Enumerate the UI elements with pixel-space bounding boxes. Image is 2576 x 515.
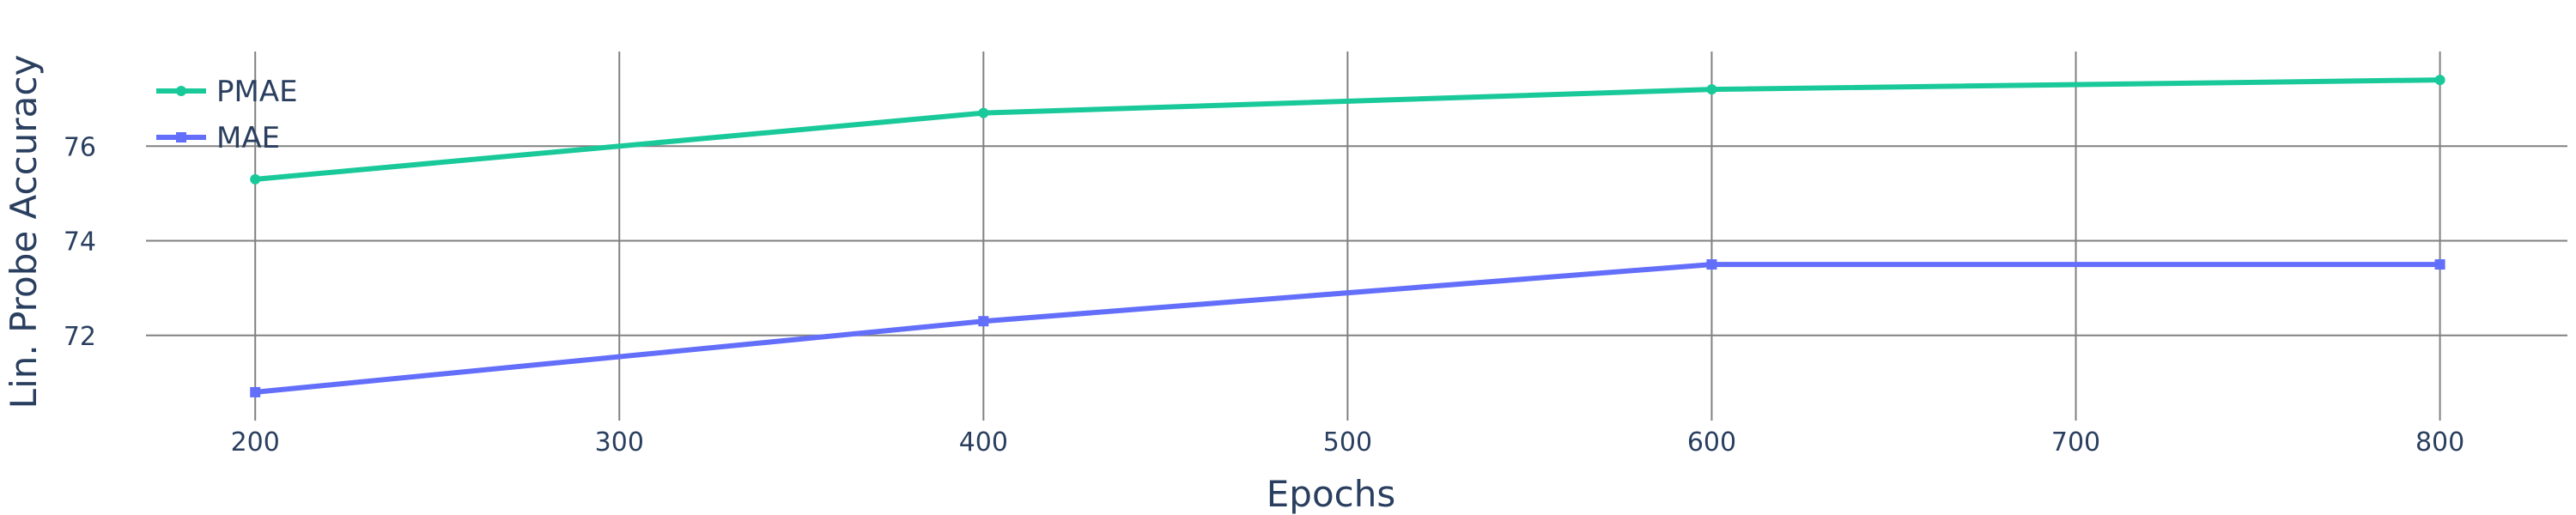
data-point xyxy=(1706,84,1717,95)
legend-label: MAE xyxy=(216,121,280,155)
x-tick-label: 700 xyxy=(2051,427,2100,457)
data-point xyxy=(250,173,261,185)
legend: PMAE MAE xyxy=(156,75,298,155)
legend-marker xyxy=(176,86,186,96)
legend-item-pmae: PMAE xyxy=(156,75,298,109)
y-tick-label: 76 xyxy=(64,132,96,162)
data-point xyxy=(978,107,989,118)
x-tick-label: 500 xyxy=(1323,427,1372,457)
y-axis-ticks: 72 74 76 xyxy=(64,132,96,352)
series-line xyxy=(254,77,2440,182)
series-mae xyxy=(250,259,2445,397)
x-tick-label: 200 xyxy=(231,427,280,457)
grid xyxy=(146,52,2567,421)
x-tick-label: 400 xyxy=(959,427,1008,457)
data-point xyxy=(978,316,989,327)
data-point xyxy=(2434,75,2445,86)
x-tick-label: 300 xyxy=(595,427,644,457)
x-tick-label: 800 xyxy=(2415,427,2464,457)
data-point xyxy=(2434,259,2445,270)
x-tick-label: 600 xyxy=(1687,427,1736,457)
x-axis-title: Epochs xyxy=(1267,473,1396,515)
legend-item-mae: MAE xyxy=(156,121,280,155)
series xyxy=(250,75,2445,397)
series-line xyxy=(254,262,2440,395)
data-point xyxy=(1706,259,1717,270)
data-point xyxy=(250,386,261,397)
y-tick-label: 72 xyxy=(64,322,96,352)
y-axis-title: Lin. Probe Accuracy xyxy=(3,55,45,409)
legend-label: PMAE xyxy=(216,75,298,109)
legend-marker xyxy=(176,132,186,142)
x-axis-ticks: 200 300 400 500 600 700 800 xyxy=(231,427,2465,457)
y-tick-label: 74 xyxy=(64,227,96,258)
series-pmae xyxy=(250,75,2445,185)
